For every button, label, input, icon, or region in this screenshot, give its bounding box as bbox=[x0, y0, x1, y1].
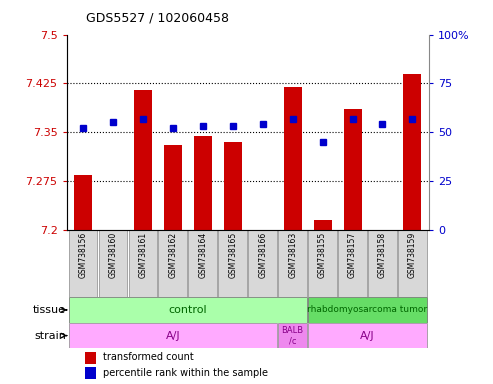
Text: GSM738155: GSM738155 bbox=[318, 232, 327, 278]
Bar bbox=[99, 230, 127, 297]
Bar bbox=[69, 297, 307, 323]
Bar bbox=[278, 230, 307, 297]
Bar bbox=[338, 230, 367, 297]
Bar bbox=[368, 230, 397, 297]
Bar bbox=[308, 297, 427, 323]
Bar bbox=[224, 142, 242, 230]
Bar bbox=[134, 90, 152, 230]
Bar bbox=[158, 230, 187, 297]
Bar bbox=[308, 323, 427, 348]
Text: GSM738165: GSM738165 bbox=[228, 232, 237, 278]
Text: GSM738166: GSM738166 bbox=[258, 232, 267, 278]
Bar bbox=[278, 323, 307, 348]
Text: rhabdomyosarcoma tumor: rhabdomyosarcoma tumor bbox=[308, 305, 427, 314]
Bar bbox=[283, 87, 302, 230]
Text: A/J: A/J bbox=[166, 331, 180, 341]
Bar bbox=[85, 352, 96, 364]
Bar bbox=[194, 136, 212, 230]
Bar bbox=[69, 230, 98, 297]
Text: GSM738164: GSM738164 bbox=[198, 232, 208, 278]
Bar bbox=[344, 109, 361, 230]
Bar bbox=[398, 230, 427, 297]
Text: GSM738159: GSM738159 bbox=[408, 232, 417, 278]
Text: percentile rank within the sample: percentile rank within the sample bbox=[103, 367, 268, 377]
Text: GSM738158: GSM738158 bbox=[378, 232, 387, 278]
Bar bbox=[129, 230, 157, 297]
Bar bbox=[403, 74, 422, 230]
Text: GSM738161: GSM738161 bbox=[139, 232, 147, 278]
Bar bbox=[69, 323, 277, 348]
Text: GSM738162: GSM738162 bbox=[169, 232, 177, 278]
Bar bbox=[314, 220, 332, 230]
Bar bbox=[85, 366, 96, 379]
Bar bbox=[164, 145, 182, 230]
Text: GSM738160: GSM738160 bbox=[108, 232, 117, 278]
Text: GDS5527 / 102060458: GDS5527 / 102060458 bbox=[86, 12, 229, 25]
Bar bbox=[248, 230, 277, 297]
Text: tissue: tissue bbox=[33, 305, 66, 315]
Text: transformed count: transformed count bbox=[103, 352, 194, 362]
Text: GSM738163: GSM738163 bbox=[288, 232, 297, 278]
Text: control: control bbox=[169, 305, 207, 315]
Text: A/J: A/J bbox=[360, 331, 375, 341]
Bar bbox=[308, 230, 337, 297]
Text: strain: strain bbox=[34, 331, 66, 341]
Text: BALB
/c: BALB /c bbox=[282, 326, 304, 345]
Bar bbox=[218, 230, 247, 297]
Bar bbox=[74, 175, 92, 230]
Text: GSM738157: GSM738157 bbox=[348, 232, 357, 278]
Text: GSM738156: GSM738156 bbox=[78, 232, 88, 278]
Bar bbox=[188, 230, 217, 297]
